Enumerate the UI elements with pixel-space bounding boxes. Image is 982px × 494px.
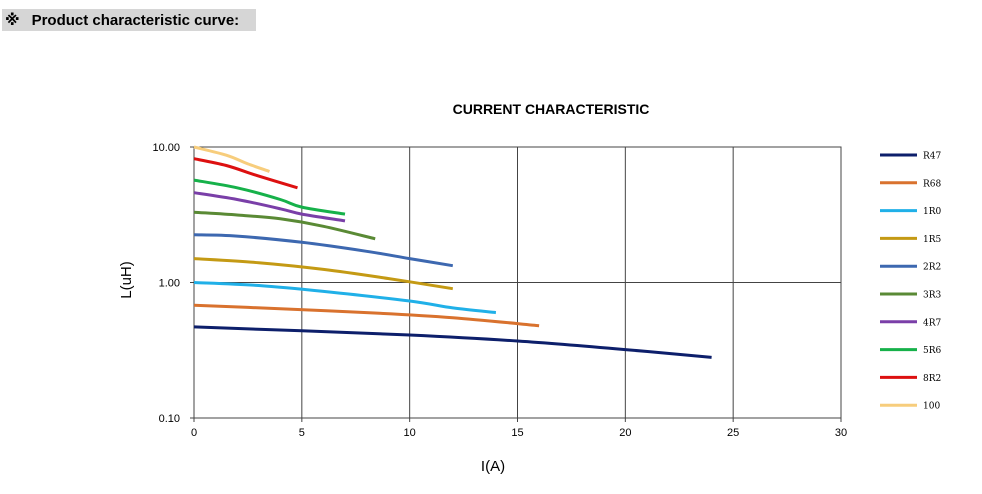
series-lines [193,145,712,359]
series-line-r68 [193,303,540,328]
series-line-1r5 [193,257,454,291]
legend-label-5r6: 5R6 [923,346,942,356]
x-tick-label: 20 [619,427,631,439]
section-title: Product characteristic curve: [31,11,240,29]
axes: 0 5 10 15 20 25 30 0.10 1.00 10.00 [152,142,847,439]
legend-label-100: 100 [923,402,940,412]
legend-label-1r0: 1R0 [923,207,942,217]
chart-title: CURRENT CHARACTERISTIC [453,101,650,117]
legend-label-4r7: 4R7 [923,318,942,328]
series-line-8r2 [193,157,298,190]
x-tick-label: 30 [835,427,847,439]
y-tick-label: 0.10 [159,413,180,425]
x-tick-label: 5 [299,427,305,439]
x-axis-title: I(A) [481,458,505,475]
x-tick-label: 25 [727,427,739,439]
section-header: ※ Product characteristic curve: [2,9,256,31]
series-line-2r2 [193,233,454,268]
legend-label-r47: R47 [923,152,942,162]
series-line-1r0 [193,281,497,315]
legend-label-3r3: 3R3 [923,291,942,301]
x-tick-label: 15 [511,427,523,439]
legend-label-r68: R68 [923,179,942,189]
x-tick-label: 0 [191,427,197,439]
reference-mark-icon: ※ [5,11,20,29]
legend-label-8r2: 8R2 [923,374,941,384]
legend-label-1r5: 1R5 [923,235,942,245]
series-line-3r3 [193,210,376,241]
series-line-4r7 [193,191,346,223]
legend: R47 R68 1R0 1R5 2R2 3R3 4R7 5R6 8R2 100 [880,152,942,412]
series-line-5r6 [193,178,346,216]
legend-label-2r2: 2R2 [923,263,941,273]
grid [193,146,842,419]
series-line-100 [193,145,271,173]
y-tick-label: 10.00 [152,142,180,154]
series-line-r47 [193,325,712,359]
y-tick-label: 1.00 [159,278,180,290]
y-axis-title: L(uH) [118,261,135,299]
x-tick-label: 10 [404,427,416,439]
